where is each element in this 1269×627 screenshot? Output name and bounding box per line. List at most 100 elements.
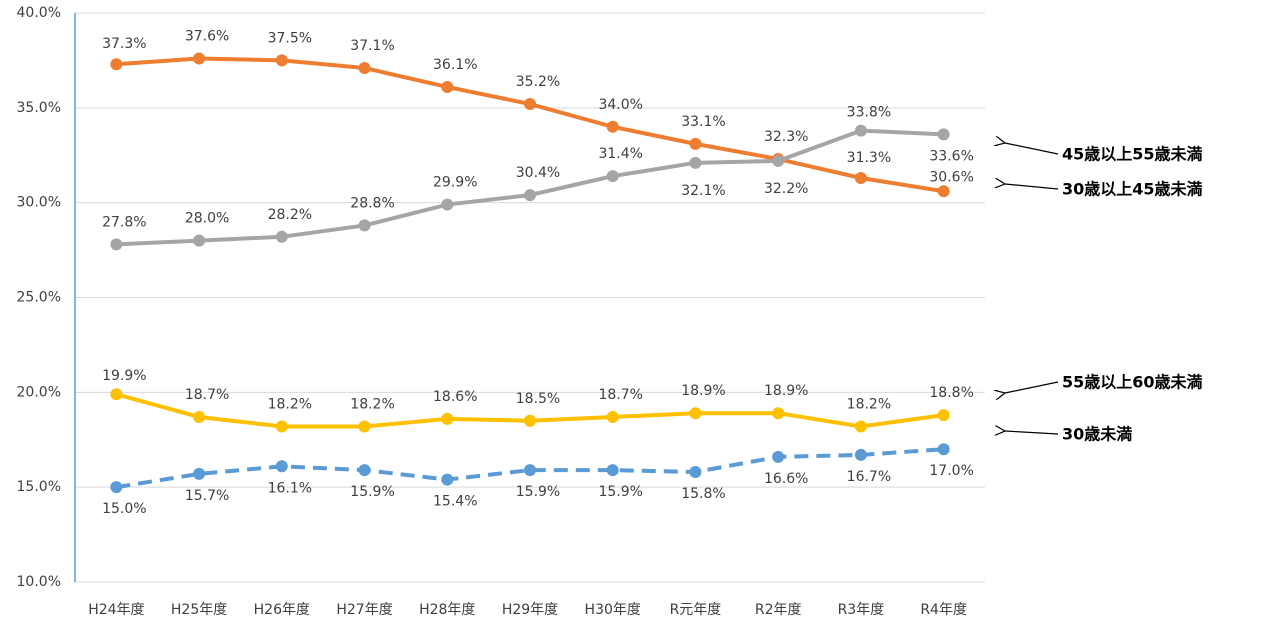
data-label: 18.2% [847, 396, 891, 412]
data-point [606, 464, 619, 477]
data-label: 15.0% [102, 501, 146, 517]
data-label: 37.3% [102, 36, 146, 52]
data-point [193, 52, 206, 65]
data-label: 15.9% [350, 484, 394, 500]
data-point [275, 230, 288, 243]
x-tick-label: R4年度 [920, 602, 967, 618]
data-label: 33.8% [847, 105, 891, 121]
data-point [937, 185, 950, 198]
data-point [110, 388, 123, 401]
data-label: 34.0% [598, 97, 642, 113]
y-tick-label: 30.0% [17, 195, 61, 211]
data-point [854, 124, 867, 137]
data-point [772, 450, 785, 463]
data-label: 28.2% [268, 207, 312, 223]
data-label: 31.4% [598, 146, 642, 162]
series-line [116, 447, 944, 490]
data-label: 18.7% [598, 387, 642, 403]
data-point [606, 410, 619, 423]
data-point [275, 460, 288, 473]
x-tick-label: R2年度 [755, 602, 802, 618]
data-label: 16.1% [268, 480, 312, 496]
x-tick-label: H25年度 [171, 602, 227, 618]
data-point [689, 137, 702, 150]
data-label: 18.8% [929, 385, 973, 401]
data-point [110, 238, 123, 251]
data-label: 19.9% [102, 368, 146, 384]
data-label: 18.2% [350, 396, 394, 412]
y-tick-label: 40.0% [17, 5, 61, 21]
data-point [524, 464, 536, 477]
data-label: 32.3% [764, 129, 808, 145]
data-label: 15.9% [598, 484, 642, 500]
data-label: 27.8% [102, 214, 146, 230]
data-point [854, 448, 867, 461]
data-point [110, 58, 123, 71]
x-tick-label: H26年度 [254, 602, 310, 618]
y-tick-label: 10.0% [17, 574, 61, 590]
x-tick-label: R3年度 [838, 602, 885, 618]
data-label: 29.9% [433, 175, 477, 191]
data-label: 16.6% [764, 471, 808, 487]
data-point [689, 407, 702, 420]
data-point [772, 407, 785, 420]
data-label: 31.3% [847, 150, 891, 166]
data-point [275, 420, 288, 433]
data-point [772, 154, 785, 167]
data-label: 18.2% [268, 396, 312, 412]
data-point [193, 467, 206, 480]
data-point [689, 156, 702, 169]
data-point [937, 128, 950, 141]
data-label: 15.7% [185, 488, 229, 504]
data-point [358, 62, 371, 75]
data-label: 28.8% [350, 195, 394, 211]
y-tick-label: 35.0% [17, 100, 61, 116]
data-point [441, 412, 454, 425]
data-label: 16.7% [847, 469, 891, 485]
x-tick-label: H28年度 [419, 602, 475, 618]
data-label: 30.6% [929, 169, 973, 185]
data-label: 37.6% [185, 29, 229, 45]
data-point [193, 410, 206, 423]
data-label: 28.0% [185, 211, 229, 227]
data-label: 15.8% [681, 486, 725, 502]
data-label: 18.5% [516, 391, 560, 407]
data-label: 36.1% [433, 57, 477, 73]
data-label: 32.2% [764, 181, 808, 197]
data-point [854, 172, 867, 185]
legend-arrow [1005, 431, 1059, 434]
legend-arrow [1005, 184, 1059, 190]
data-point [854, 420, 867, 433]
data-label: 30.4% [516, 165, 560, 181]
legend-arrow [1005, 381, 1059, 393]
x-tick-label: H29年度 [502, 602, 558, 618]
x-tick-label: R元年度 [670, 602, 722, 618]
data-label: 15.9% [516, 484, 560, 500]
data-point [441, 198, 454, 211]
data-label: 18.9% [764, 383, 808, 399]
data-label: 35.2% [516, 74, 560, 90]
data-point [275, 54, 288, 67]
data-point [193, 234, 206, 247]
y-tick-label: 25.0% [17, 290, 61, 306]
data-label: 18.6% [433, 389, 477, 405]
data-label: 37.1% [350, 38, 394, 54]
data-point [606, 120, 619, 133]
legend-label: 55歳以上60歳未満 [1062, 373, 1203, 392]
data-point [441, 80, 454, 93]
data-point [524, 414, 536, 427]
data-label: 18.7% [185, 387, 229, 403]
data-point [689, 465, 702, 478]
data-point [937, 409, 950, 422]
x-tick-label: H27年度 [336, 602, 392, 618]
data-point [606, 170, 619, 183]
data-point [524, 98, 536, 111]
data-point [358, 420, 371, 433]
data-label: 37.5% [268, 30, 312, 46]
data-label: 33.1% [681, 114, 725, 130]
data-point [358, 219, 371, 232]
y-tick-label: 20.0% [17, 384, 61, 400]
legend-label: 30歳以上45歳未満 [1062, 180, 1203, 199]
data-point [110, 481, 123, 494]
